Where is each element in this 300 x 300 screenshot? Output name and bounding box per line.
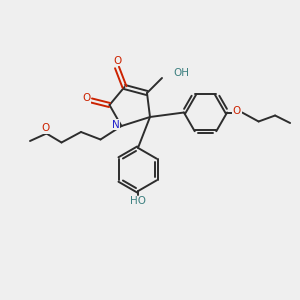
- Text: OH: OH: [173, 68, 189, 79]
- Text: O: O: [113, 56, 121, 66]
- Text: O: O: [82, 93, 90, 103]
- Text: O: O: [41, 123, 49, 133]
- Text: O: O: [233, 106, 241, 116]
- Text: HO: HO: [130, 196, 146, 206]
- Text: N: N: [112, 119, 119, 130]
